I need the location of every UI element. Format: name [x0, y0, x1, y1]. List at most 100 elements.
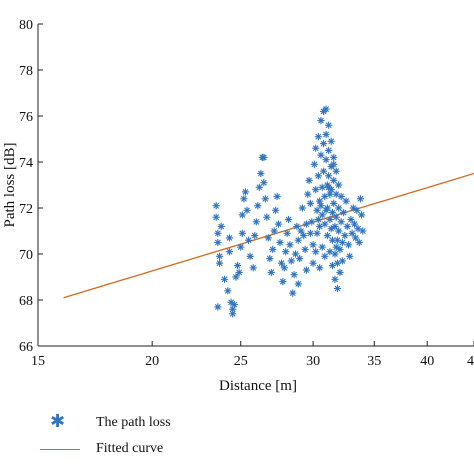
path-loss-point — [336, 268, 344, 276]
path-loss-point — [289, 289, 297, 297]
path-loss-point — [279, 278, 287, 286]
path-loss-point — [325, 172, 333, 180]
legend-item-fitted-curve: Fitted curve — [36, 436, 171, 462]
path-loss-point — [212, 213, 220, 221]
path-loss-point — [240, 195, 248, 203]
path-loss-point — [225, 234, 234, 242]
path-loss-point — [282, 248, 290, 256]
path-loss-point — [233, 261, 242, 270]
path-loss-point — [331, 275, 339, 283]
path-loss-point — [308, 218, 316, 226]
y-tick-label: 70 — [19, 248, 33, 263]
x-tick-label: 15 — [31, 354, 45, 369]
path-loss-point — [229, 310, 237, 318]
path-loss-point — [353, 206, 361, 214]
path-loss-point — [350, 220, 359, 228]
path-loss-point — [215, 259, 224, 267]
x-tick-label: 45 — [467, 354, 474, 369]
path-loss-point — [335, 227, 343, 235]
y-tick-label: 72 — [19, 202, 33, 217]
path-loss-point — [309, 241, 317, 249]
path-loss-point — [293, 222, 301, 230]
path-loss-point — [337, 192, 345, 201]
path-loss-point — [254, 202, 262, 210]
path-loss-point — [246, 252, 254, 260]
path-loss-point — [348, 229, 356, 237]
path-loss-point — [241, 188, 250, 196]
y-tick-label: 66 — [19, 340, 33, 355]
path-loss-point — [215, 252, 224, 260]
path-loss-point — [326, 190, 334, 198]
path-loss-point — [332, 213, 340, 221]
path-loss-point — [326, 215, 334, 224]
path-loss-point — [335, 181, 343, 189]
path-loss-point — [261, 195, 269, 203]
path-loss-point — [330, 160, 338, 168]
path-loss-point — [243, 206, 251, 214]
path-loss-point — [325, 146, 333, 155]
path-loss-point — [257, 169, 265, 178]
path-loss-point — [331, 222, 339, 230]
path-loss-point — [356, 195, 365, 203]
path-loss-point — [214, 238, 222, 247]
path-loss-point — [300, 232, 308, 240]
x-tick-label: 30 — [306, 354, 320, 369]
path-loss-point — [287, 257, 295, 265]
legend: ✱ The path loss Fitted curve — [36, 410, 171, 462]
path-loss-point — [359, 227, 367, 235]
path-loss-point — [260, 179, 268, 187]
path-loss-point — [212, 202, 220, 210]
path-loss-point — [274, 220, 283, 228]
path-loss-point — [294, 280, 302, 288]
path-loss-point — [341, 232, 349, 240]
path-loss-point — [333, 284, 342, 293]
y-tick-label: 74 — [19, 156, 33, 171]
path-loss-point — [323, 232, 331, 240]
x-tick-label: 35 — [367, 354, 381, 369]
path-loss-point — [314, 215, 322, 224]
path-loss-point — [312, 144, 320, 152]
path-loss-point — [313, 229, 321, 237]
y-axis-title: Path loss [dB] — [2, 142, 18, 227]
path-loss-point — [321, 220, 329, 228]
path-loss-point — [217, 222, 225, 230]
path-loss-point — [327, 225, 335, 233]
x-tick-label: 20 — [145, 354, 159, 369]
path-loss-point — [291, 250, 300, 258]
path-loss-point — [255, 183, 263, 191]
path-loss-point — [319, 167, 328, 175]
path-loss-point — [244, 236, 253, 244]
path-loss-point — [319, 140, 328, 148]
x-tick-label: 25 — [234, 354, 248, 369]
path-loss-point — [317, 117, 325, 125]
path-loss-point — [328, 261, 337, 270]
path-loss-point — [273, 192, 281, 201]
path-loss-point — [318, 243, 326, 251]
path-loss-point — [338, 238, 347, 247]
path-loss-point — [332, 167, 340, 175]
path-loss-point — [270, 227, 278, 235]
y-tick-label: 76 — [19, 110, 33, 125]
path-loss-point — [305, 176, 313, 184]
path-loss-point — [263, 213, 271, 221]
path-loss-point — [327, 137, 335, 145]
path-loss-point — [301, 245, 309, 253]
path-loss-point — [283, 229, 291, 237]
path-loss-point — [214, 303, 222, 311]
y-tick-label: 80 — [19, 18, 33, 33]
path-loss-point — [316, 264, 324, 272]
path-loss-point — [309, 259, 317, 267]
path-loss-point — [355, 238, 363, 247]
path-loss-point — [232, 273, 240, 281]
path-loss-point — [238, 229, 246, 237]
path-loss-point — [340, 209, 348, 217]
path-loss-point — [277, 259, 286, 267]
y-tick-label: 68 — [19, 294, 33, 309]
path-loss-point — [230, 301, 238, 309]
path-loss-point — [264, 234, 272, 242]
path-loss-point — [306, 229, 315, 237]
path-loss-point — [272, 206, 280, 214]
path-loss-point — [312, 186, 320, 194]
path-loss-point — [224, 287, 232, 295]
path-loss-point — [328, 209, 337, 217]
